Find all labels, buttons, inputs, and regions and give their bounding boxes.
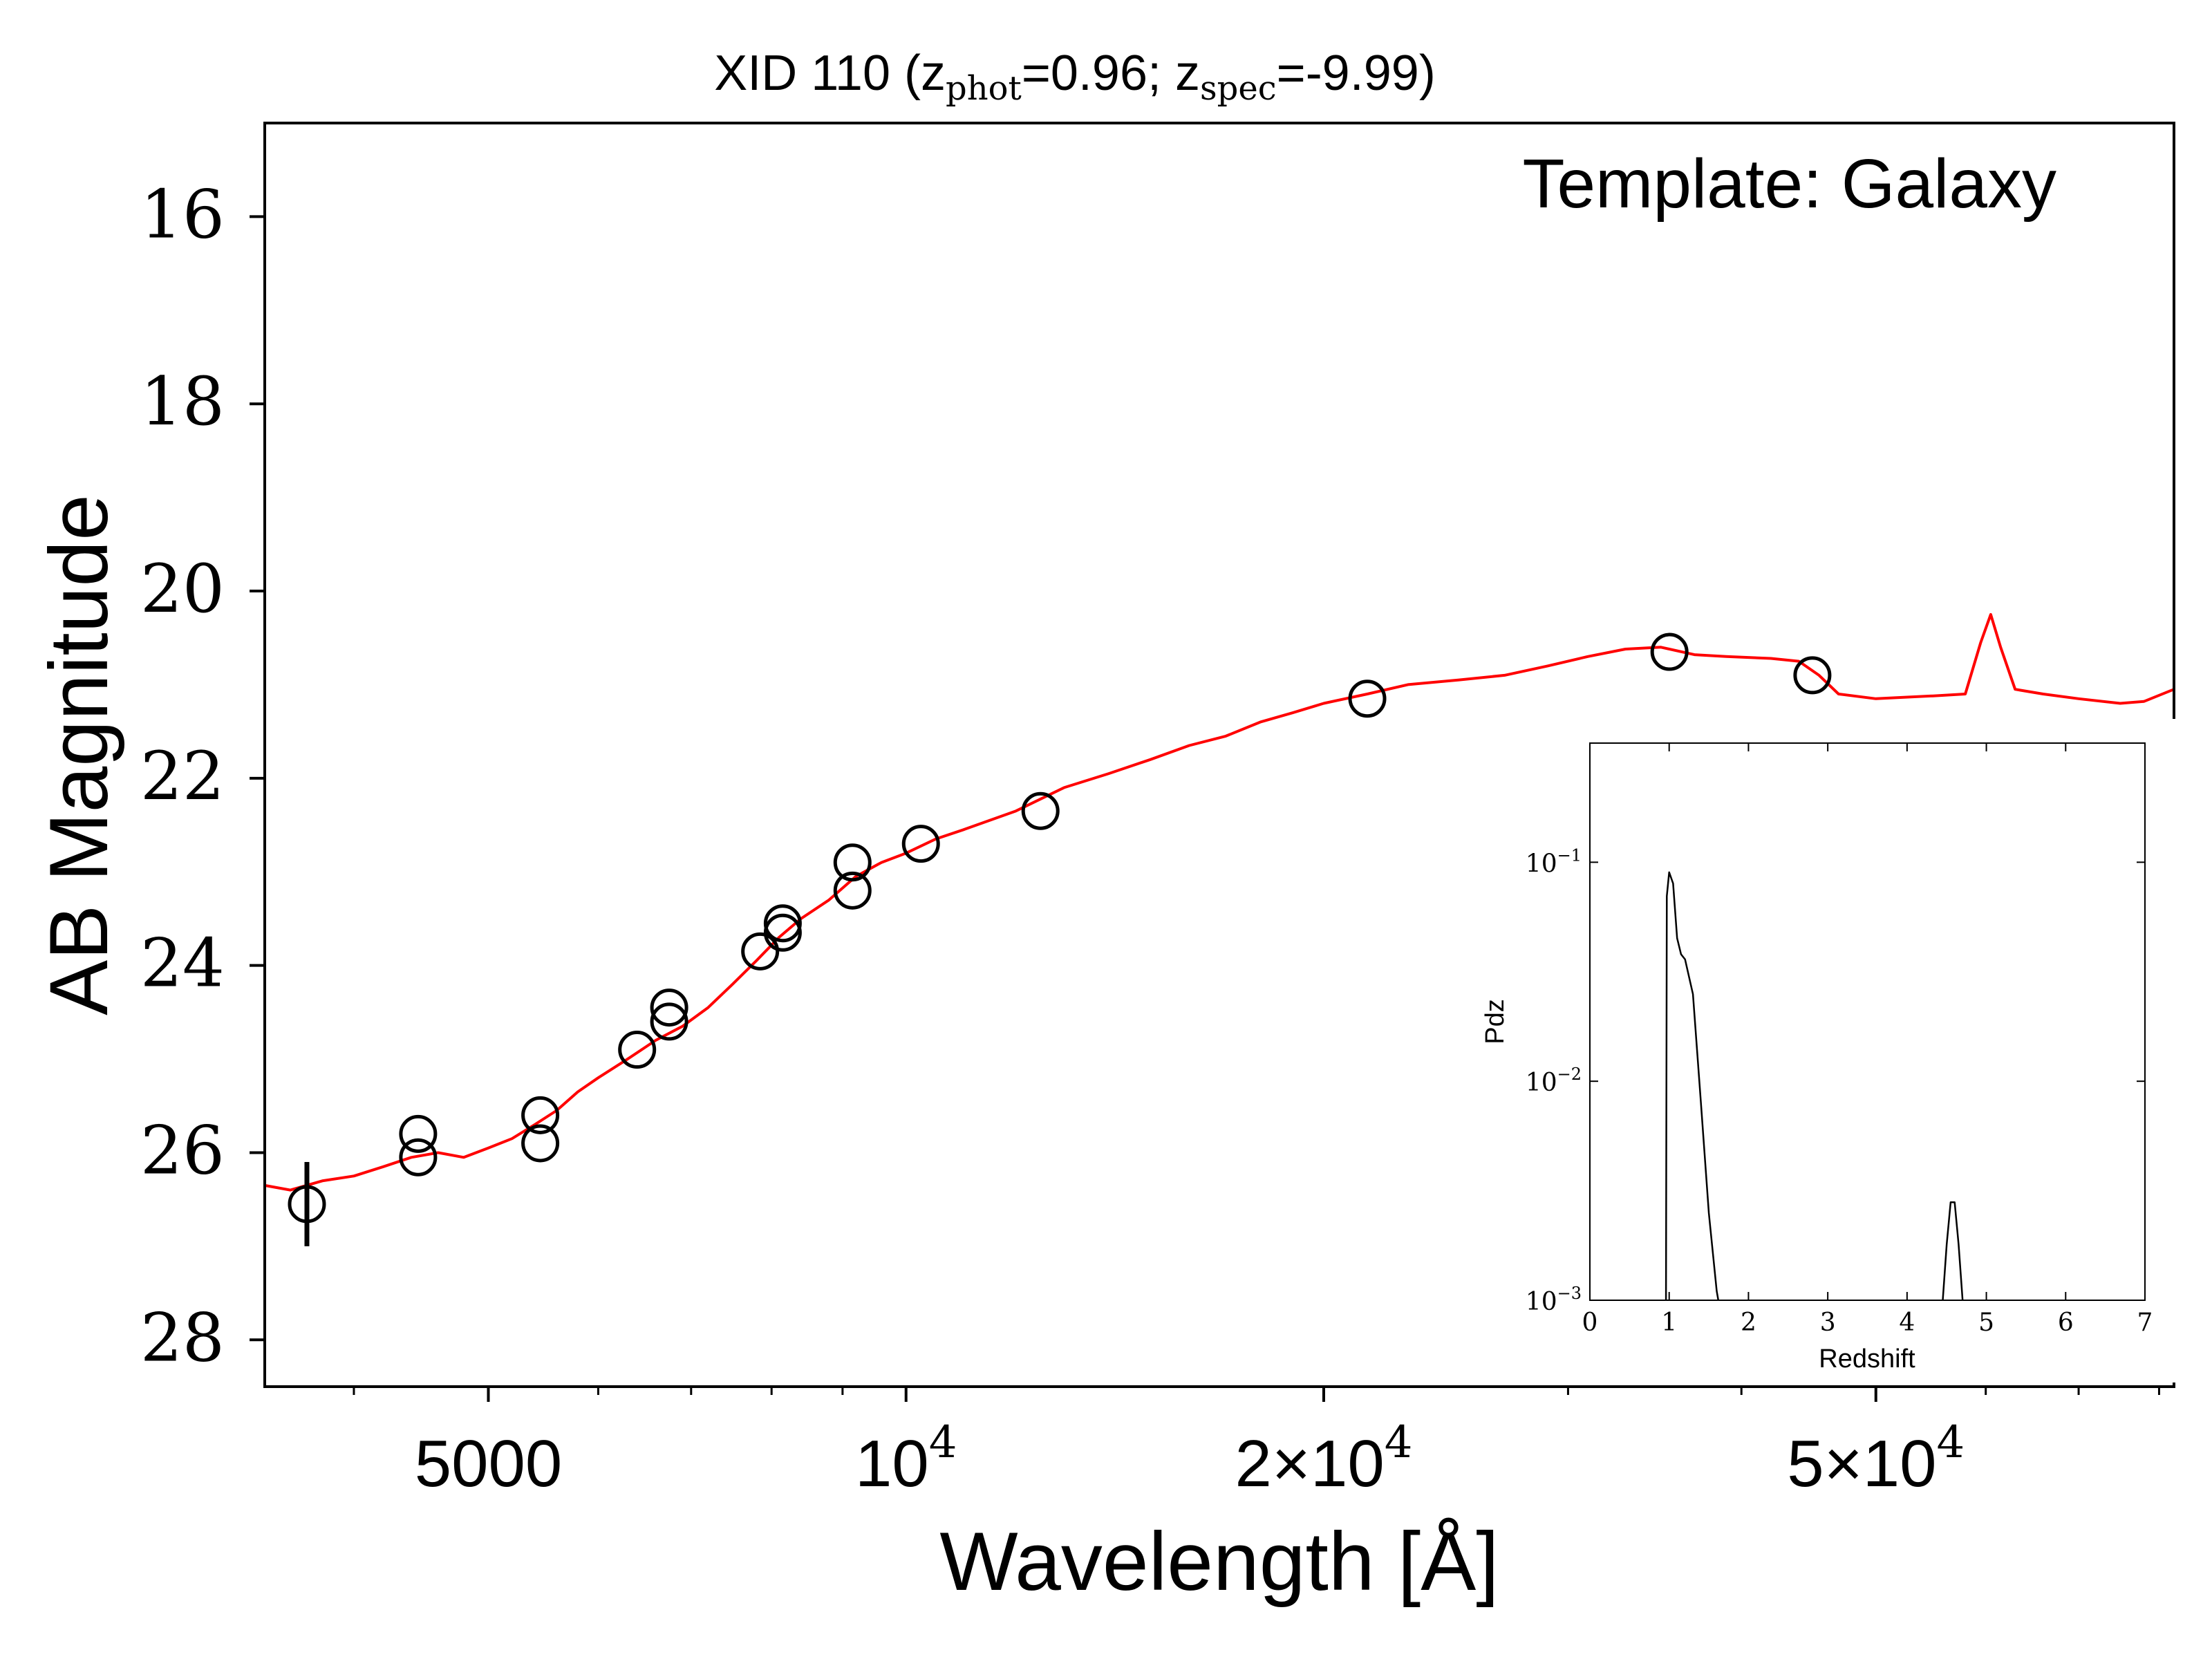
y-tick-label: 20 — [140, 550, 225, 628]
inset-x-axis-label: Redshift — [1819, 1344, 1915, 1374]
inset-x-tick-label: 3 — [1820, 1309, 1836, 1337]
inset-background — [1469, 719, 2181, 1382]
chart-title: XID 110 (zphot=0.96; zspec=-9.99) — [714, 46, 1436, 108]
photometry-point — [650, 988, 688, 1027]
photometry-point — [1650, 632, 1689, 671]
photometry-point — [901, 825, 940, 863]
main-plot-area — [264, 612, 2175, 1246]
inset-y-axis-label: Pdz — [1481, 999, 1510, 1044]
inset-x-tick-label: 5 — [1978, 1309, 1994, 1337]
y-tick-label: 22 — [140, 738, 225, 815]
x-tick-label: 2×104 — [1235, 1417, 1412, 1501]
photometry-point — [833, 843, 872, 882]
photometry-point — [763, 904, 802, 943]
x-tick-label: 104 — [855, 1417, 957, 1501]
pdz-curve — [1942, 1201, 1964, 1301]
photometry-point — [521, 1124, 560, 1163]
inset-x-tick-label: 0 — [1582, 1309, 1598, 1337]
photometry-point — [521, 1096, 560, 1134]
x-tick-label: 5000 — [415, 1427, 563, 1501]
photometry-point — [618, 1031, 657, 1069]
photometry-point — [288, 1185, 326, 1224]
inset-x-tick-label: 1 — [1661, 1309, 1677, 1337]
photometry-point — [1348, 679, 1387, 718]
photometry-point — [1793, 656, 1832, 695]
inset-x-tick-label: 2 — [1741, 1309, 1756, 1337]
photometry-point — [763, 913, 802, 952]
inset-y-tick-label: 10−3 — [1526, 1284, 1582, 1316]
photometry-point — [399, 1138, 438, 1177]
pdz-curve — [1665, 871, 1720, 1301]
inset-plot-frame — [1589, 742, 2146, 1301]
inset-y-tick-label: 10−2 — [1526, 1065, 1582, 1097]
y-tick-label: 18 — [140, 363, 225, 440]
y-axis-label: AB Magnitude — [32, 494, 125, 1015]
template-sed-line — [264, 612, 2175, 1192]
y-tick-label: 26 — [140, 1112, 225, 1189]
x-axis-label: Wavelength [Å] — [939, 1515, 1499, 1608]
inset-x-tick-label: 6 — [2058, 1309, 2074, 1337]
inset-x-tick-label: 4 — [1899, 1309, 1915, 1337]
photometry-point — [741, 932, 780, 971]
photometry-point — [399, 1114, 438, 1153]
y-tick-label: 24 — [140, 925, 225, 1002]
x-tick-label: 5×104 — [1787, 1417, 1965, 1501]
inset-y-tick-label: 10−1 — [1526, 845, 1582, 878]
inset-plot-area — [1665, 871, 1964, 1301]
photometry-point — [650, 1002, 688, 1041]
inset-axes-ticks: 0 1 2 3 4 5 6 7 10−1 10−2 10−3 — [1526, 743, 2153, 1337]
inset-x-tick-label: 7 — [2137, 1309, 2153, 1337]
y-tick-label: 28 — [140, 1299, 225, 1376]
template-annotation: Template: Galaxy — [1522, 145, 2056, 223]
photometry-point — [1021, 791, 1060, 830]
y-tick-label: 16 — [140, 176, 225, 253]
photometry-point — [833, 871, 872, 910]
